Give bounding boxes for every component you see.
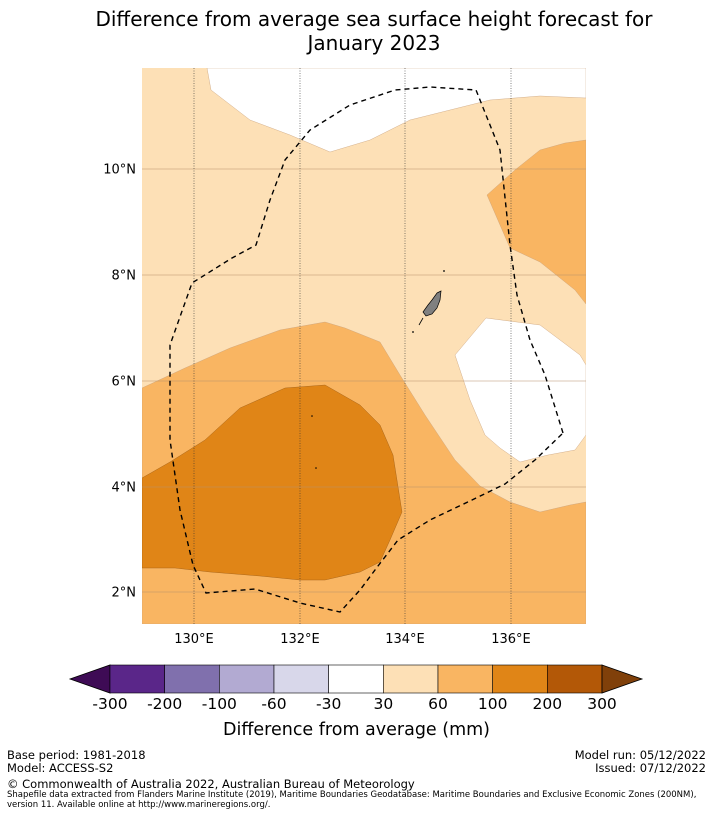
colorbar-label: Difference from average (mm)	[222, 720, 491, 740]
colorbar-tick-label: -60	[261, 695, 287, 713]
sonsorol-islet	[311, 415, 313, 417]
colorbar-tick-label: 60	[428, 695, 448, 713]
sea-surface-height-field	[142, 68, 586, 624]
model-run: Model run: 05/12/2022	[574, 748, 706, 762]
colorbar-tick-label: -300	[92, 695, 128, 713]
base-period: Base period: 1981-2018	[7, 748, 146, 762]
colorbar-segment	[383, 664, 439, 694]
colorbar-segment	[437, 664, 493, 694]
colorbar-segment	[492, 664, 548, 694]
footer-left: Base period: 1981-2018 Model: ACCESS-S2	[7, 749, 146, 774]
lat-label-10n: 10°N	[103, 163, 136, 178]
lat-label-8n: 8°N	[112, 269, 137, 284]
colorbar-tick-label: 30	[373, 695, 394, 713]
palau-islet	[412, 331, 414, 333]
shapefile-note: Shapefile data extracted from Flanders M…	[7, 790, 697, 810]
lon-label-134e: 134°E	[385, 632, 425, 647]
tobi-islet	[315, 467, 317, 469]
lon-label-136e: 136°E	[491, 632, 531, 647]
issued-date: Issued: 07/12/2022	[595, 760, 706, 775]
lon-label-132e: 132°E	[280, 632, 320, 647]
colorbar-tick-label: -30	[315, 695, 342, 713]
colorbar-segment	[109, 664, 165, 694]
colorbar-tick-label: -200	[147, 695, 183, 713]
title-line-1: Difference from average sea surface heig…	[95, 7, 653, 31]
lat-label-4n: 4°N	[112, 481, 137, 496]
colorbar-segment	[164, 664, 220, 694]
colorbar-tick-label: 200	[532, 695, 563, 713]
colorbar-segment	[219, 664, 275, 694]
band-neutral-east	[454, 317, 586, 463]
colorbar-tick-label: 100	[477, 695, 508, 713]
colorbar	[68, 664, 644, 694]
lon-label-130e: 130°E	[174, 632, 214, 647]
band-100-200-core	[142, 384, 403, 581]
kayangel-islet	[443, 270, 445, 272]
lat-label-6n: 6°N	[112, 375, 137, 390]
colorbar-extend-low	[68, 664, 111, 694]
colorbar-tick-label: -100	[201, 695, 237, 713]
colorbar-segment	[273, 664, 329, 694]
palau-southern-islets	[418, 317, 424, 326]
colorbar-tick-label: 300	[587, 695, 617, 713]
palau-main-island	[422, 290, 442, 317]
lat-label-2n: 2°N	[112, 586, 137, 601]
band-60-100-northeast	[486, 139, 586, 305]
colorbar-segment	[547, 664, 603, 694]
eez-boundary	[169, 86, 564, 613]
colorbar-extend-high	[601, 664, 644, 694]
band-neutral-north	[206, 68, 586, 153]
copyright: © Commonwealth of Australia 2022, Austra…	[7, 777, 415, 791]
map-title: Difference from average sea surface heig…	[0, 7, 713, 55]
footer-right: Model run: 05/12/2022 Issued: 07/12/2022	[575, 749, 706, 774]
colorbar-segment	[328, 664, 384, 694]
model-name: Model: ACCESS-S2	[7, 760, 114, 775]
title-line-2: January 2023	[307, 31, 441, 55]
